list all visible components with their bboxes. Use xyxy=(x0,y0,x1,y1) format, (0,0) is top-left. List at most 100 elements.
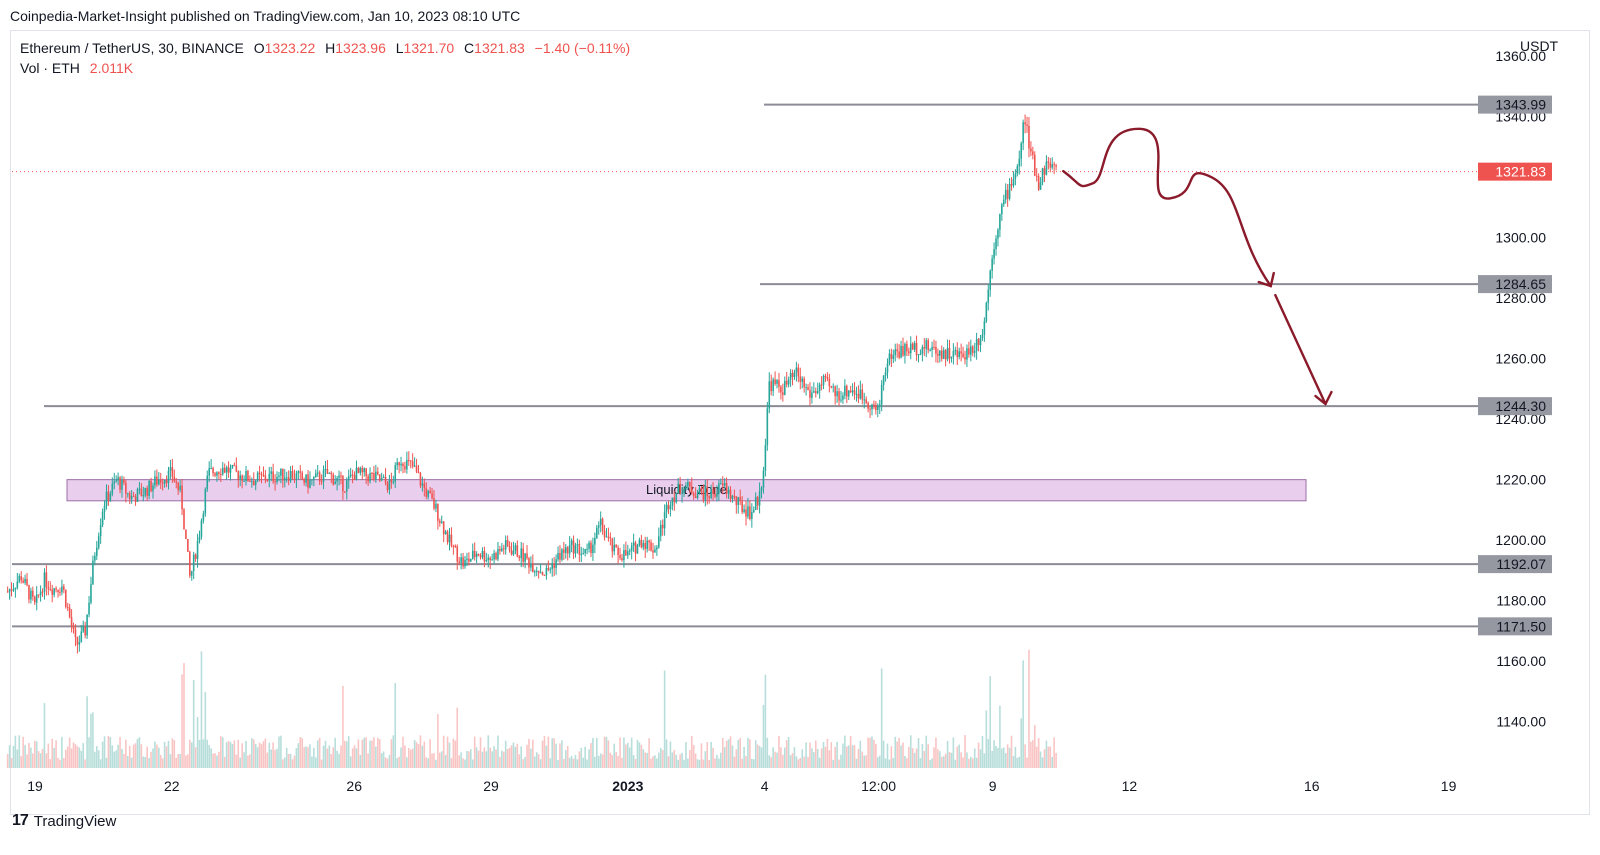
candle-body xyxy=(572,540,575,554)
candle-body xyxy=(849,390,852,393)
volume-bar xyxy=(667,756,670,768)
volume-bar xyxy=(444,754,447,768)
y-tick-label: 1140.00 xyxy=(1496,714,1546,730)
candle-body xyxy=(553,563,555,568)
candle-body xyxy=(307,474,309,488)
volume-bar xyxy=(361,739,364,768)
volume-bar xyxy=(875,743,877,768)
volume-bar xyxy=(838,759,840,768)
last-price-label: 1321.83 xyxy=(1495,164,1546,180)
brand-name[interactable]: TradingView xyxy=(33,812,117,830)
volume-bar xyxy=(119,736,121,768)
volume-bar xyxy=(388,754,391,768)
candle-body xyxy=(506,540,509,547)
candle-body xyxy=(964,356,966,360)
volume-bar xyxy=(382,751,385,768)
volume-bar xyxy=(1055,752,1057,768)
candle-body xyxy=(595,527,598,539)
candle-body xyxy=(233,464,236,466)
volume-bar xyxy=(956,746,959,768)
candle-body xyxy=(768,381,771,409)
volume-bar xyxy=(32,753,34,768)
volume-bar xyxy=(669,741,672,768)
volume-bar xyxy=(640,744,643,768)
volume-label[interactable]: Vol · ETH xyxy=(20,60,80,76)
candle-body xyxy=(101,511,104,525)
candle-body xyxy=(386,482,389,490)
candle-body xyxy=(793,372,796,377)
candle-body xyxy=(632,542,635,546)
candle-body xyxy=(59,592,61,594)
tradingview-logo-icon[interactable]: 17 xyxy=(12,812,29,829)
candle-body xyxy=(332,474,335,485)
volume-bar xyxy=(94,751,96,768)
candle-body xyxy=(452,545,455,547)
volume-bar xyxy=(49,759,52,768)
volume-bar xyxy=(470,749,472,768)
candle-body xyxy=(663,511,666,529)
volume-bar xyxy=(223,756,226,768)
volume-bar xyxy=(64,749,67,768)
candle-body xyxy=(334,481,336,485)
volume-bar xyxy=(345,741,348,768)
candle-body xyxy=(408,459,410,461)
volume-bar xyxy=(886,743,889,768)
candle-body xyxy=(619,555,621,559)
candle-body xyxy=(824,375,827,378)
candle-body xyxy=(483,551,486,562)
candle-body xyxy=(946,347,949,360)
candle-body xyxy=(123,479,125,483)
symbol-label[interactable]: Ethereum / TetherUS, 30, BINANCE xyxy=(20,40,244,56)
candle-body xyxy=(611,538,614,552)
candle-body xyxy=(648,540,650,543)
candle-body xyxy=(921,347,924,354)
level-label-box xyxy=(1478,555,1552,574)
candle-body xyxy=(460,557,462,563)
volume-bar xyxy=(419,735,422,768)
volume-bar xyxy=(863,755,866,768)
candle-body xyxy=(952,350,955,357)
volume-bar xyxy=(448,742,451,768)
candle-body xyxy=(97,536,100,548)
candle-body xyxy=(264,475,267,481)
volume-bar xyxy=(532,739,534,768)
candle-body xyxy=(1028,125,1030,149)
candle-body xyxy=(1024,122,1026,125)
volume-bar xyxy=(266,752,269,768)
volume-bar xyxy=(254,743,257,768)
volume-bar xyxy=(404,745,406,768)
candle-body xyxy=(254,480,257,485)
volume-bar xyxy=(853,745,856,768)
candle-body xyxy=(574,545,577,554)
volume-bar xyxy=(344,740,346,768)
candle-body xyxy=(532,563,534,573)
candle-body xyxy=(47,587,50,589)
volume-bar xyxy=(787,737,790,768)
volume-bar xyxy=(152,748,154,768)
candle-body xyxy=(126,493,129,495)
candle-body xyxy=(282,468,284,481)
volume-bar xyxy=(82,743,85,768)
candle-body xyxy=(549,568,552,570)
volume-bar xyxy=(190,742,193,768)
volume-bar xyxy=(136,738,139,768)
volume-bar xyxy=(208,745,210,768)
candle-body xyxy=(597,525,600,528)
y-tick-label: 1280.00 xyxy=(1495,290,1546,306)
candle-body xyxy=(526,553,528,559)
candle-body xyxy=(429,490,431,494)
volume-bar xyxy=(1006,744,1009,768)
volume-bar xyxy=(971,758,974,768)
candle-body xyxy=(617,547,619,556)
candle-body xyxy=(287,477,290,481)
close-value: 1321.83 xyxy=(474,40,525,56)
candle-body xyxy=(427,490,429,497)
candle-body xyxy=(1047,161,1050,163)
candle-body xyxy=(939,350,941,356)
volume-bar xyxy=(805,742,807,768)
volume-bar xyxy=(915,748,918,768)
candle-body xyxy=(20,576,23,581)
volume-bar xyxy=(78,747,81,768)
volume-bar xyxy=(888,759,891,768)
